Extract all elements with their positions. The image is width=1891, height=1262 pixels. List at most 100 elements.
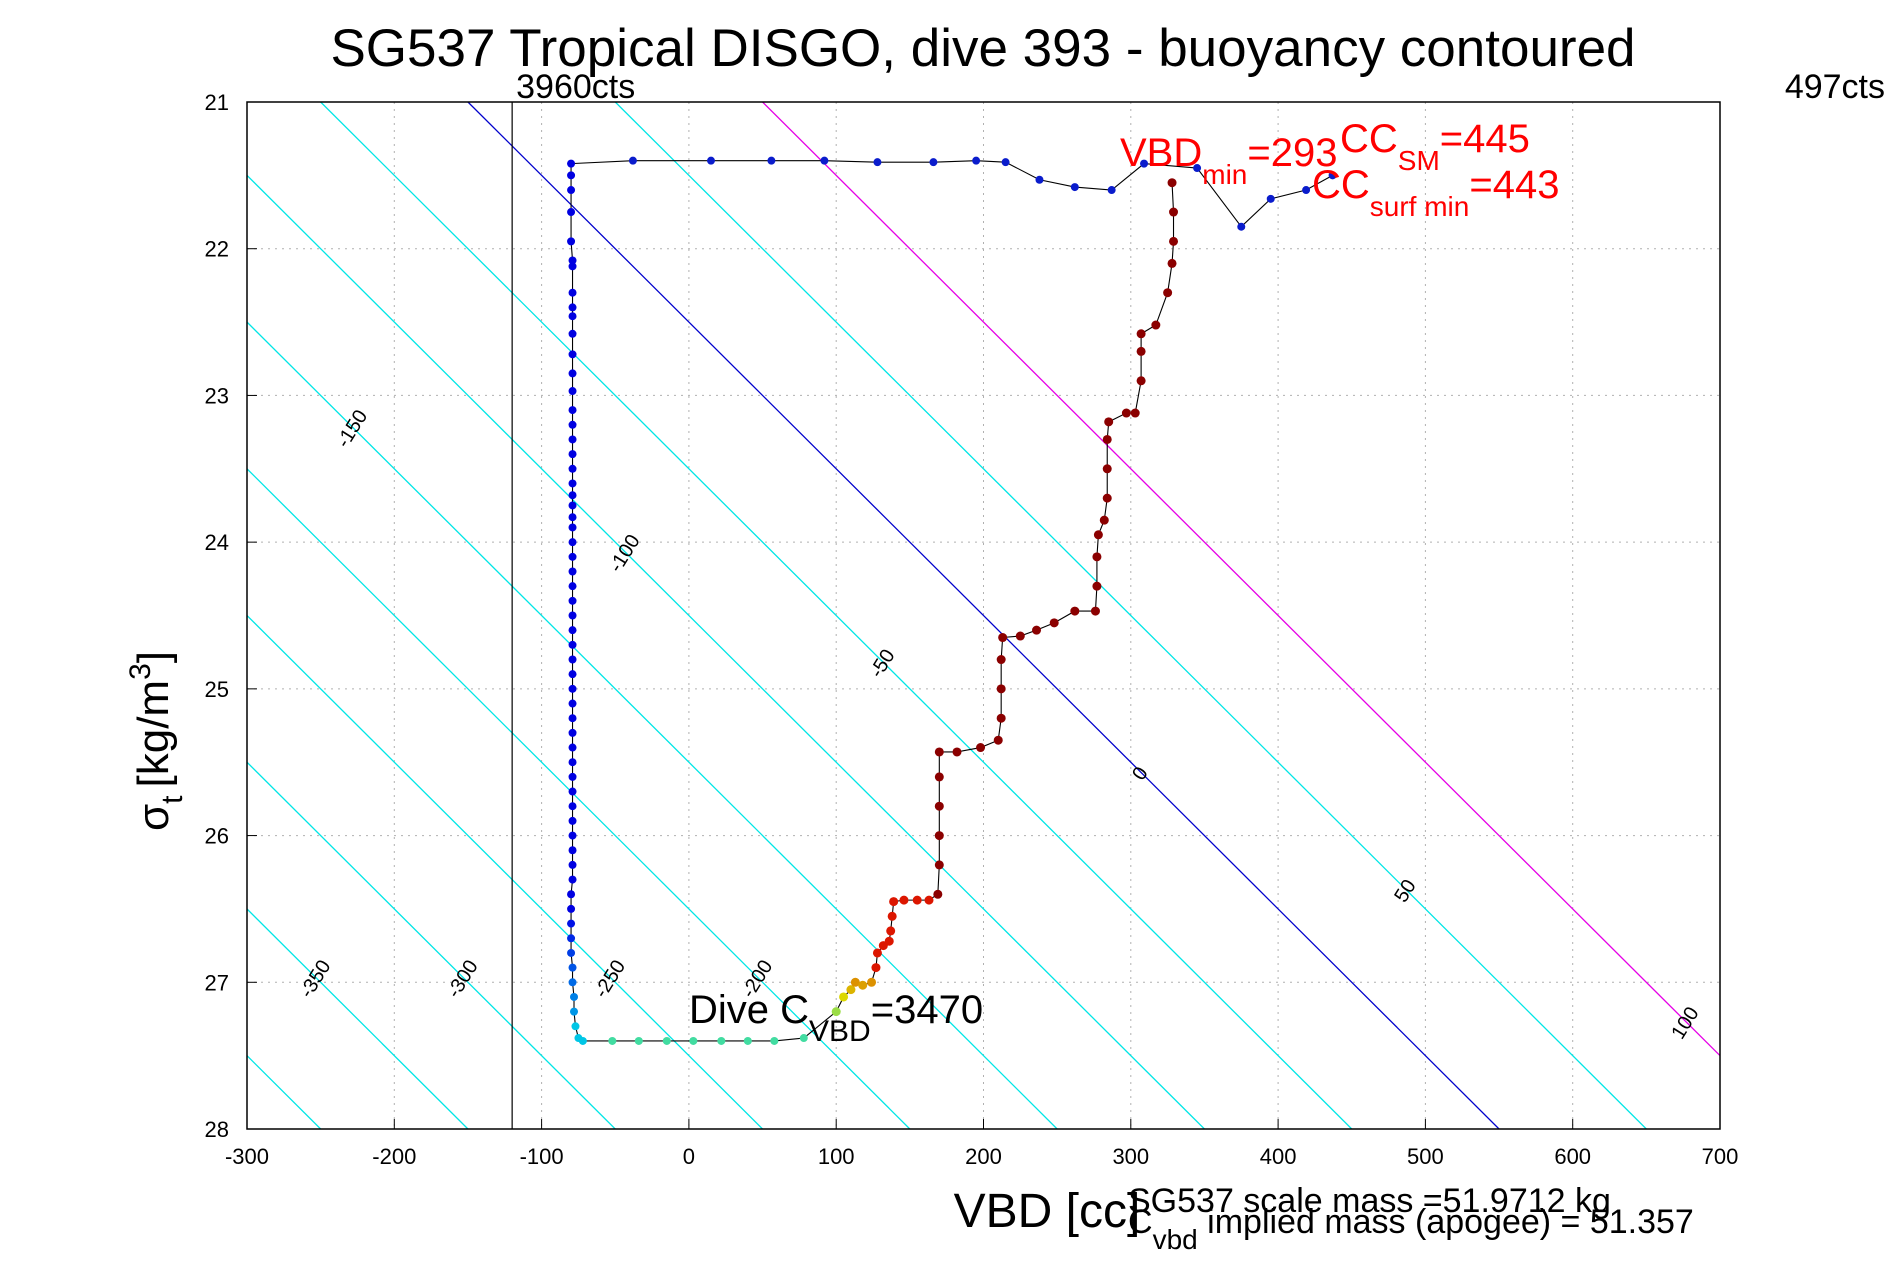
descent-point [568, 523, 577, 532]
y-tick-label: 26 [205, 824, 229, 849]
climb-point [996, 655, 1006, 665]
climb-point [1121, 408, 1131, 418]
surface-point [1266, 194, 1275, 203]
contour-line [247, 467, 911, 1129]
descent-point [770, 1036, 779, 1045]
cc-sm-value: =445 [1440, 117, 1530, 161]
y-axis-label-superscript: 3 [124, 663, 157, 680]
y-axis-label: σt [kg/m3] [124, 651, 189, 831]
descent-point [567, 890, 576, 899]
climb-point [996, 713, 1006, 723]
vbd-limit-lines: 3960cts 497cts [511, 68, 1885, 1129]
vbd-min-subscript: min [1202, 159, 1247, 190]
descent-point [568, 538, 577, 547]
descent-point [608, 1036, 617, 1045]
descent-point [568, 312, 577, 321]
climb-point [934, 860, 944, 870]
descent-point [568, 513, 577, 522]
climb-point [934, 772, 944, 782]
buoyancy-contours [247, 102, 1720, 1129]
contour-line [247, 1054, 322, 1129]
descent-point [662, 1036, 671, 1045]
contour-line [320, 102, 1353, 1129]
descent-point [568, 435, 577, 444]
climb-point [1090, 606, 1100, 616]
vbd-min-annotation: VBDmin=293 [1120, 131, 1337, 190]
data-series [567, 156, 1337, 1045]
surface-point [1107, 186, 1116, 195]
descent-point [570, 992, 579, 1001]
x-axis-label: VBD [cc] [954, 1185, 1141, 1238]
climb-point [1102, 434, 1112, 444]
y-tick-label: 23 [205, 383, 229, 408]
descent-point [689, 1036, 698, 1045]
climb-point [1167, 258, 1177, 268]
descent-point [570, 1007, 579, 1016]
surface-point [1193, 164, 1202, 173]
contour-line [247, 761, 616, 1129]
y-tick-label: 25 [205, 677, 229, 702]
climb-point [1032, 625, 1042, 635]
climb-point [858, 980, 868, 990]
y-axis-label-symbol: σ [129, 804, 178, 831]
descent-point [568, 816, 577, 825]
implied-mass-value: implied mass (apogee) = 51.357 [1198, 1203, 1694, 1241]
descent-point [568, 714, 577, 723]
descent-point [567, 904, 576, 913]
descent-point [568, 963, 577, 972]
descent-point [568, 329, 577, 338]
climb-point [1102, 493, 1112, 503]
descent-point [568, 582, 577, 591]
dive-cvbd-value: =3470 [871, 988, 983, 1032]
x-tick-label: -300 [225, 1144, 269, 1169]
x-tick-label: 700 [1702, 1144, 1739, 1169]
climb-point [998, 633, 1008, 643]
contour-line [247, 908, 469, 1129]
contour-line [762, 102, 1720, 1057]
descent-point [717, 1036, 726, 1045]
descent-point [568, 450, 577, 459]
climb-point [1092, 581, 1102, 591]
descent-point [568, 626, 577, 635]
descent-point [568, 743, 577, 752]
cc-sm-text: CC [1340, 117, 1398, 161]
y-tick-label: 22 [205, 237, 229, 262]
descent-point [568, 699, 577, 708]
descent-point [568, 288, 577, 297]
climb-point [1070, 606, 1080, 616]
climb-point [1169, 236, 1179, 246]
cc-surf-min-annotation: CCsurf min=443 [1312, 163, 1559, 222]
climb-point [831, 1007, 841, 1017]
climb-point [899, 895, 909, 905]
descent-point [743, 1036, 752, 1045]
descent-point [568, 802, 577, 811]
climb-point [993, 735, 1003, 745]
scale-mass-footer: SG537 scale mass =51.9712 kg [1128, 1182, 1611, 1220]
descent-point [568, 262, 577, 271]
climb-point [872, 948, 882, 958]
descent-point [799, 1034, 808, 1043]
cc-sm-annotation: CCSM=445 [1340, 117, 1530, 176]
vbd-min-text: VBD [1120, 131, 1202, 175]
x-tick-label: 300 [1112, 1144, 1149, 1169]
climb-point [871, 963, 881, 973]
descent-point [568, 567, 577, 576]
descent-point [568, 831, 577, 840]
y-axis-label-units: [kg/m [129, 680, 178, 788]
descent-point [567, 948, 576, 957]
climb-point [1151, 320, 1161, 330]
climb-point [952, 747, 962, 757]
descent-point [568, 350, 577, 359]
climb-track [803, 182, 1175, 1039]
contour-label: 50 [1390, 876, 1420, 907]
descent-point [568, 846, 577, 855]
climb-point [850, 977, 860, 987]
climb-point [1130, 408, 1140, 418]
chart-title: SG537 Tropical DISGO, dive 393 - buoyanc… [330, 19, 1635, 78]
x-tick-label: 500 [1407, 1144, 1444, 1169]
climb-point [934, 831, 944, 841]
climb-point [1093, 530, 1103, 540]
climb-point [1104, 417, 1114, 427]
y-tick-label: 21 [205, 90, 229, 115]
